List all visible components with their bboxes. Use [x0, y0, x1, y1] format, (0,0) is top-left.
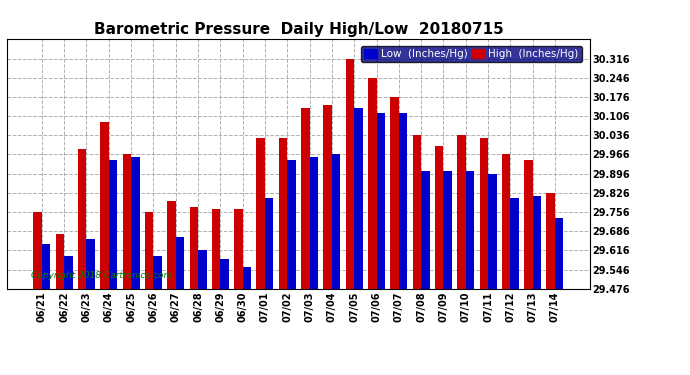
Bar [109, 160, 117, 289]
Bar [265, 198, 273, 289]
Bar [555, 217, 564, 289]
Bar [368, 78, 377, 289]
Bar [190, 207, 198, 289]
Bar [413, 135, 421, 289]
Bar [86, 239, 95, 289]
Bar [391, 97, 399, 289]
Bar [78, 149, 86, 289]
Bar [377, 113, 385, 289]
Bar [301, 108, 310, 289]
Bar [33, 212, 42, 289]
Bar [56, 234, 64, 289]
Bar [457, 135, 466, 289]
Bar [64, 256, 72, 289]
Bar [421, 171, 430, 289]
Bar [444, 171, 452, 289]
Bar [123, 154, 131, 289]
Bar [198, 251, 206, 289]
Bar [212, 209, 220, 289]
Bar [466, 171, 474, 289]
Bar [131, 157, 139, 289]
Bar [167, 201, 176, 289]
Bar [257, 138, 265, 289]
Bar [546, 193, 555, 289]
Bar [480, 138, 488, 289]
Bar [145, 212, 153, 289]
Bar [346, 58, 354, 289]
Bar [153, 256, 162, 289]
Bar [533, 196, 541, 289]
Bar [234, 209, 243, 289]
Bar [324, 105, 332, 289]
Bar [435, 146, 444, 289]
Bar [511, 198, 519, 289]
Text: Copyright 2018 Cartronics.com: Copyright 2018 Cartronics.com [31, 271, 172, 280]
Bar [176, 237, 184, 289]
Bar [354, 108, 363, 289]
Bar [100, 122, 109, 289]
Bar [243, 267, 251, 289]
Bar [310, 157, 318, 289]
Legend: Low  (Inches/Hg), High  (Inches/Hg): Low (Inches/Hg), High (Inches/Hg) [361, 46, 582, 62]
Bar [332, 154, 340, 289]
Bar [220, 259, 229, 289]
Bar [488, 174, 497, 289]
Bar [399, 113, 407, 289]
Bar [524, 160, 533, 289]
Title: Barometric Pressure  Daily High/Low  20180715: Barometric Pressure Daily High/Low 20180… [94, 22, 503, 37]
Bar [502, 154, 511, 289]
Bar [279, 138, 287, 289]
Bar [287, 160, 296, 289]
Bar [42, 244, 50, 289]
